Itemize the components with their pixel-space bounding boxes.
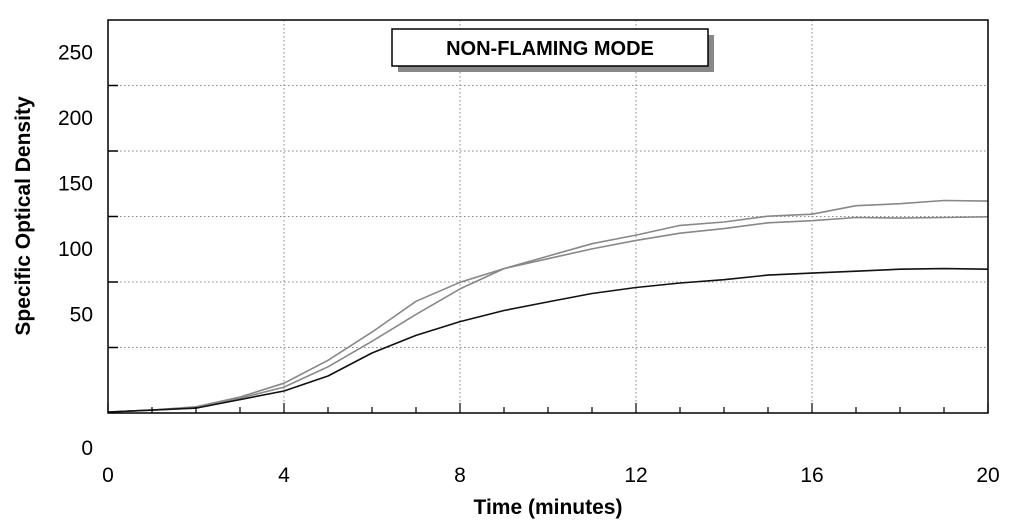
x-axis-title: Time (minutes)	[474, 496, 623, 519]
mode-label-box: NON-FLAMING MODE	[391, 28, 714, 72]
x-tick-label: 4	[278, 464, 290, 487]
x-tick-label: 16	[800, 464, 823, 487]
series-line-1	[107, 199, 989, 413]
y-tick-labels: 050100150200250300	[58, 42, 93, 461]
grid-lines	[108, 20, 988, 413]
y-tick-label: 0	[81, 437, 93, 460]
series-line-3	[107, 267, 989, 413]
chart-title: NON-FLAMING MODE	[446, 38, 654, 60]
x-tick-labels: 0 4 8 12 16 20	[102, 464, 1000, 487]
y-tick-label: 200	[58, 107, 93, 130]
y-tick-label: 50	[70, 304, 93, 327]
x-tick-label: 0	[102, 464, 114, 487]
x-tick-label: 8	[454, 464, 466, 487]
y-axis-title: Specific Optical Density	[12, 96, 35, 336]
y-tick-label: 250	[58, 42, 93, 65]
x-tick-label: 12	[624, 464, 647, 487]
x-tick-label: 20	[976, 464, 999, 487]
y-tick-label: 100	[58, 238, 93, 261]
series-lines	[107, 199, 989, 413]
y-tick-label: 150	[58, 173, 93, 196]
series-line-2	[107, 216, 989, 413]
tick-marks	[107, 84, 989, 413]
